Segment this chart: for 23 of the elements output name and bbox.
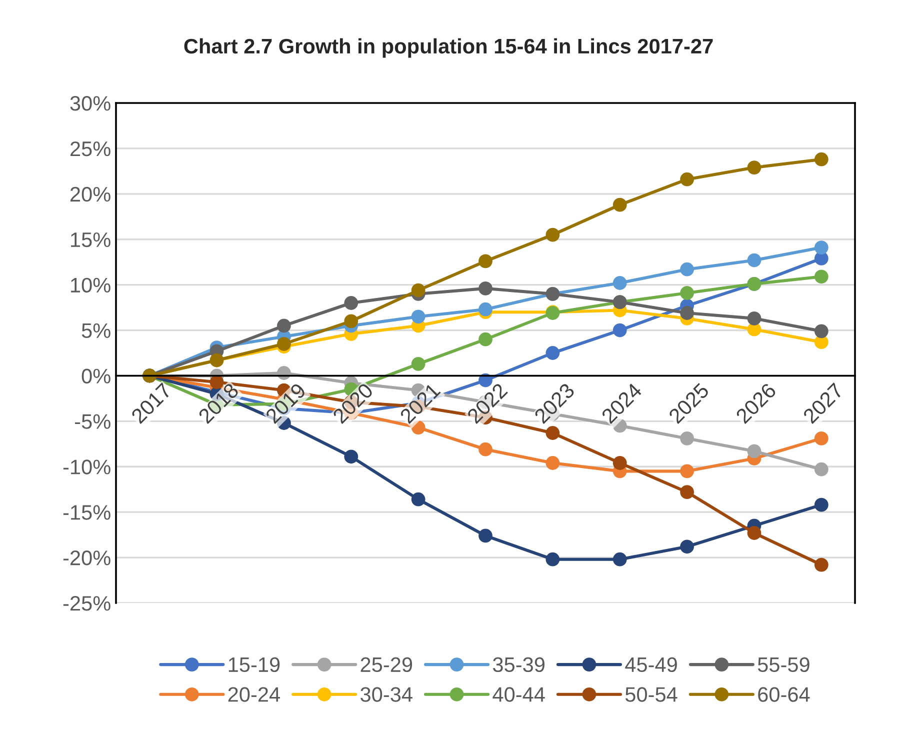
- chart-title: Chart 2.7 Growth in population 15-64 in Lincs 2017-27: [184, 38, 713, 58]
- y-tick-label: 0%: [82, 368, 110, 384]
- legend-label: 60-64: [758, 687, 810, 702]
- legend-label: 20-24: [228, 687, 280, 702]
- y-tick-label: 25%: [70, 141, 110, 156]
- y-tick-label: -15%: [63, 505, 110, 520]
- y-tick-label: -20%: [63, 550, 110, 566]
- y-tick-label: 30%: [70, 96, 110, 111]
- y-tick-label: -25%: [63, 596, 110, 611]
- y-tick-label: 10%: [71, 278, 110, 293]
- legend-label: 55-59: [758, 657, 810, 672]
- y-tick-label: 15%: [71, 232, 110, 248]
- legend-label: 40-44: [492, 687, 545, 702]
- y-tick-label: -5%: [75, 414, 110, 429]
- legend-label: 15-19: [228, 657, 280, 672]
- y-tick-label: -10%: [63, 460, 110, 474]
- legend-label: 45-49: [625, 657, 677, 672]
- legend-label: 30-34: [360, 687, 412, 702]
- y-tick-label: 5%: [82, 323, 110, 338]
- legend-label: 25-29: [360, 657, 412, 672]
- legend-label: 35-39: [492, 657, 544, 672]
- legend-label: 50-54: [625, 687, 678, 702]
- y-tick-label: 20%: [70, 186, 110, 202]
